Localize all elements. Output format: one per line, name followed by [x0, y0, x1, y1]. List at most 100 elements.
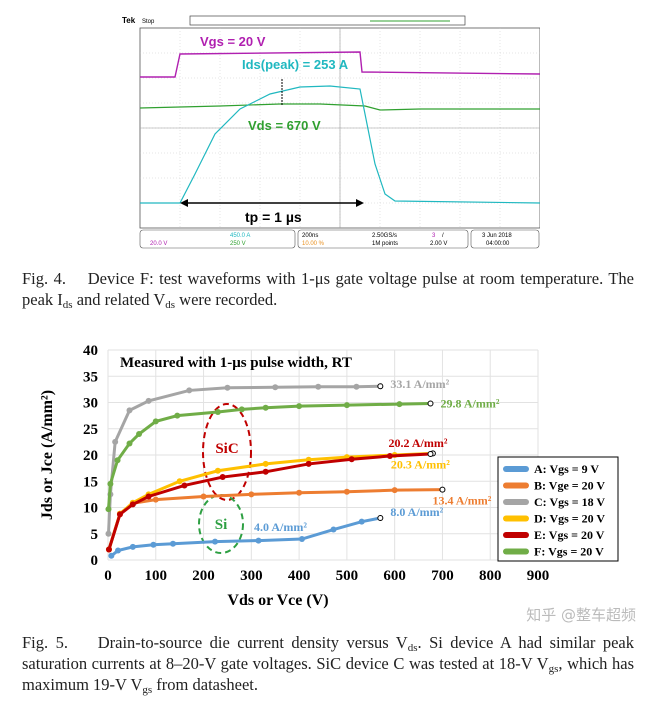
data-point [200, 493, 207, 500]
vds-label: Vds = 670 V [248, 118, 321, 133]
x-tick-label: 100 [145, 568, 168, 584]
data-point [262, 468, 269, 475]
vgs-trace [140, 51, 540, 78]
data-point [427, 400, 434, 407]
x-tick-label: 700 [431, 568, 454, 584]
data-point [272, 384, 279, 391]
data-point [214, 408, 221, 415]
legend-entry: C: Vgs = 18 V [534, 495, 605, 509]
data-point [377, 515, 384, 521]
status-date: 3 Jun 2018 [482, 233, 512, 239]
data-point [305, 460, 312, 467]
status-trigger-pos: 10.00 % [302, 241, 325, 247]
a-mid-label: 4.0 A/mm² [254, 520, 307, 534]
vgs-label: Vgs = 20 V [200, 34, 266, 49]
scope-brand: Tek [122, 16, 136, 25]
status-ch4: 250 V [230, 241, 246, 247]
si-annotation: Si [215, 517, 228, 533]
data-point [248, 491, 255, 498]
figure5-caption: Fig. 5. Drain-to-source die current dens… [22, 632, 635, 696]
caption-label: Fig. 5. [22, 633, 68, 652]
data-point [255, 537, 262, 544]
data-point [238, 406, 245, 413]
legend-entry: B: Vge = 20 V [534, 479, 605, 493]
data-point [219, 474, 226, 481]
data-point [386, 453, 393, 460]
caption-sub: gs [142, 684, 153, 696]
data-point [126, 440, 133, 447]
caption-sub: gs [548, 663, 559, 675]
status-trig-level: 2.00 V [430, 241, 447, 247]
legend-entry: E: Vgs = 20 V [534, 528, 605, 542]
data-point [343, 488, 350, 495]
end-value-label: 20.3 A/mm² [391, 457, 450, 471]
legend-entry: F: Vgs = 20 V [534, 545, 604, 559]
x-tick-label: 0 [104, 568, 112, 584]
data-point [129, 501, 136, 508]
data-point [152, 496, 159, 503]
data-point [343, 402, 350, 409]
y-tick-label: 0 [91, 553, 99, 569]
data-point [152, 418, 159, 425]
scope-mode: Stop [142, 19, 155, 25]
status-time: 04:00:00 [486, 241, 510, 247]
y-tick-label: 40 [83, 343, 98, 359]
data-point [358, 518, 365, 525]
caption-sub: ds [165, 299, 176, 311]
data-point [105, 530, 112, 537]
data-point [262, 460, 269, 467]
x-tick-label: 500 [336, 568, 359, 584]
data-point [212, 538, 219, 545]
series-line-f [106, 402, 431, 510]
y-axis-label: Jds or Jce (A/mm²) [39, 390, 56, 520]
data-point [377, 383, 384, 390]
x-tick-label: 800 [479, 568, 502, 584]
x-axis-label: Vds or Vce (V) [227, 592, 328, 609]
caption-sub: ds [407, 642, 418, 654]
current-density-chart: 0 100 200 300 400 500 600 700 800 900 0 5 10 15 20 25 30… [39, 343, 619, 609]
data-point [186, 387, 193, 394]
data-point [298, 536, 305, 542]
data-point [348, 456, 355, 463]
data-point [176, 478, 183, 485]
sic-annotation: SiC [215, 441, 238, 457]
caption-text: and related V [72, 290, 166, 309]
data-point [296, 489, 303, 496]
x-tick-label: 900 [527, 568, 550, 584]
data-point [262, 404, 269, 411]
data-point [150, 541, 157, 548]
oscilloscope-screenshot: Tek Stop Vgs = 20 V Ids(peak) = 253 A Vd… [120, 14, 540, 250]
data-point [224, 384, 231, 391]
sic-ellipse [202, 403, 252, 501]
data-point [391, 487, 398, 494]
data-point [330, 526, 337, 533]
data-point [315, 383, 322, 390]
status-timebase: 200ns [302, 233, 318, 239]
caption-text: Drain-to-source die current density vers… [97, 633, 408, 652]
ids-trace [140, 85, 540, 204]
data-point [136, 431, 143, 437]
series-line-a [110, 516, 381, 557]
x-tick-label: 400 [288, 568, 311, 584]
y-tick-label: 20 [83, 448, 98, 464]
status-trig-ch: 3 [432, 233, 436, 239]
y-tick-label: 35 [83, 369, 98, 385]
legend [497, 456, 619, 562]
data-point [114, 457, 121, 464]
caption-text: from datasheet. [152, 675, 259, 694]
status-record: 1M points [372, 241, 398, 247]
caption-text: . Si device A had similar peak saturatio… [22, 633, 635, 673]
data-point [108, 552, 115, 559]
data-point [116, 511, 123, 518]
data-point [427, 450, 434, 457]
end-value-label: 8.0 A/mm² [390, 505, 443, 519]
tp-label: tp = 1 µs [245, 209, 302, 225]
y-tick-label: 30 [83, 396, 98, 412]
data-point [105, 506, 112, 513]
data-point [115, 547, 122, 554]
status-sample-rate: 2.50GS/s [372, 233, 397, 239]
ids-label: Ids(peak) = 253 A [242, 57, 349, 72]
data-point [353, 383, 360, 390]
data-point [145, 493, 152, 500]
legend-entry: A: Vgs = 9 V [534, 462, 599, 476]
